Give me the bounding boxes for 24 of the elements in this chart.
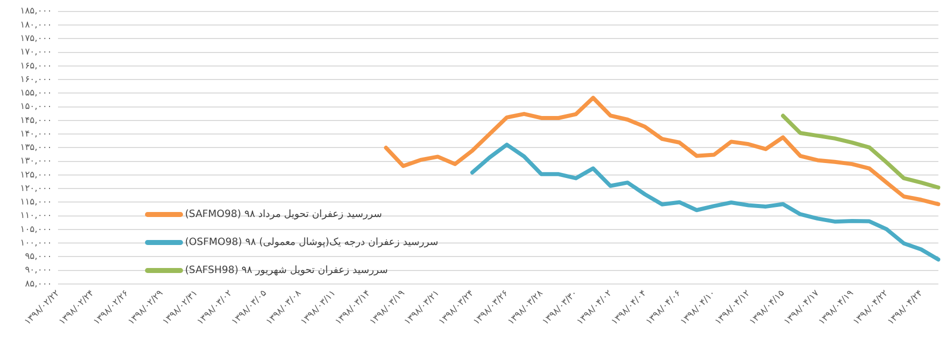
y-tick-label: ۱۷۵,۰۰۰: [20, 34, 52, 44]
y-tick-label: ۱۶۰,۰۰۰: [20, 74, 52, 85]
y-tick-label: ۱۳۵,۰۰۰: [20, 143, 52, 154]
y-tick-label: ۱۱۵,۰۰۰: [20, 198, 52, 208]
y-tick-label: ۱۰۰,۰۰۰: [20, 238, 52, 248]
y-tick-label: ۹۵,۰۰۰: [24, 252, 52, 262]
y-tick-label: ۱۶۵,۰۰۰: [20, 61, 52, 72]
y-tick-label: ۱۳۰,۰۰۰: [20, 156, 52, 167]
y-tick-label: ۱۲۰,۰۰۰: [20, 184, 52, 194]
y-tick-label: ۱۸۰,۰۰۰: [20, 20, 52, 30]
y-tick-label: ۱۰۵,۰۰۰: [20, 224, 52, 235]
legend-label: سررسید زعفران تحویل شهریور ۹۸ (SAFSH98): [185, 264, 388, 276]
legend-label: سررسید زعفران تحویل مرداد ۹۸ (SAFMO98): [185, 208, 382, 220]
y-tick-label: ۸۵,۰۰۰: [24, 279, 52, 290]
y-tick-label: ۱۴۵,۰۰۰: [20, 116, 52, 126]
y-tick-label: ۱۲۵,۰۰۰: [20, 170, 52, 180]
y-tick-label: ۱۴۰,۰۰۰: [20, 129, 52, 140]
y-tick-label: ۱۷۰,۰۰۰: [20, 48, 52, 58]
y-tick-label: ۱۱۰,۰۰۰: [20, 211, 52, 222]
y-tick-label: ۱۸۵,۰۰۰: [20, 6, 52, 17]
y-tick-label: ۱۵۵,۰۰۰: [20, 88, 52, 99]
y-tick-label: ۱۵۰,۰۰۰: [20, 102, 52, 112]
y-tick-label: ۹۰,۰۰۰: [24, 266, 52, 276]
legend-label: سررسید زعفران درجه یک(پوشال معمولی) ۹۸ (OSFMO98): [185, 236, 438, 248]
